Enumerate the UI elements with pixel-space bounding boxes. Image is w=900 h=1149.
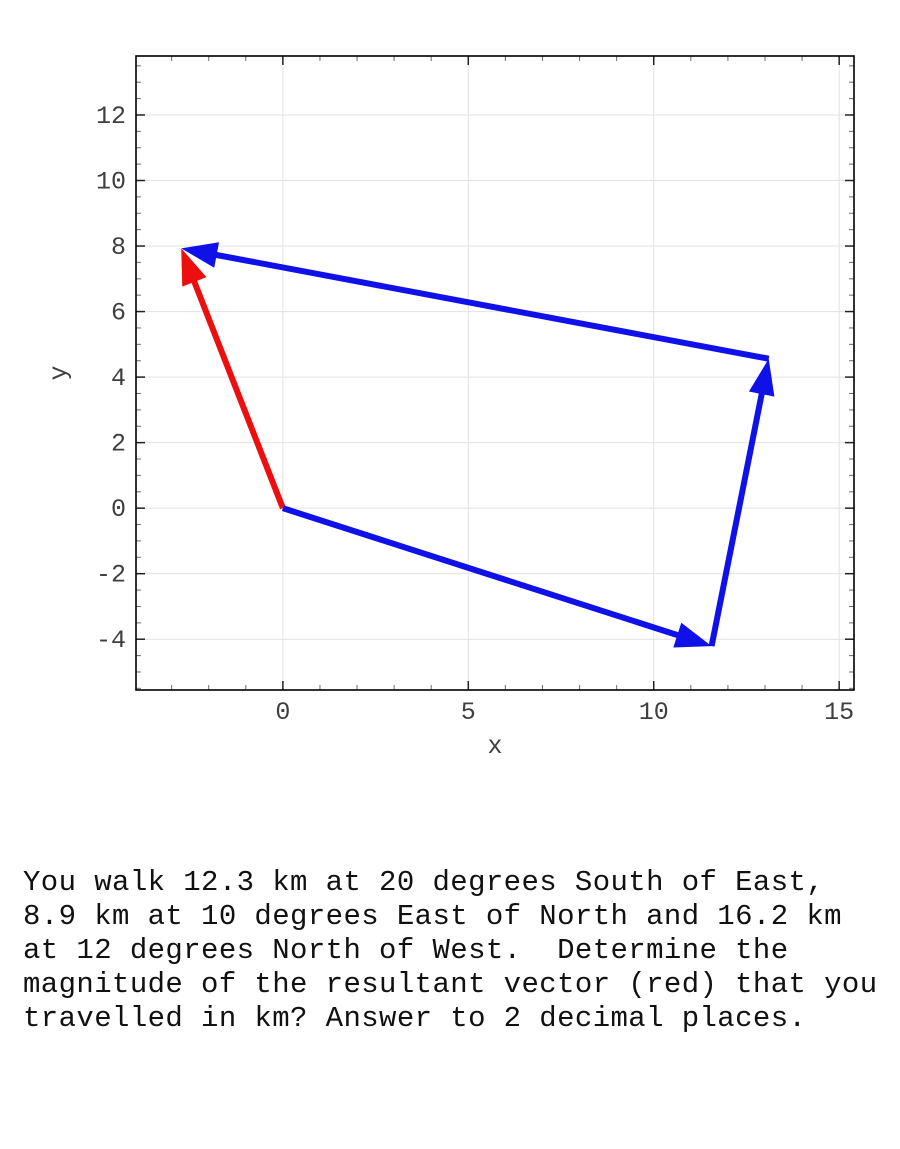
grid-layer (136, 56, 854, 690)
leg-3-vector-shaft (206, 250, 770, 362)
resultant-vector (181, 248, 286, 510)
y-tick-label: -2 (96, 561, 126, 590)
leg-1-vector-shaft (281, 505, 688, 642)
resultant-vector-shaft (187, 271, 286, 510)
question-line: magnitude of the resultant vector (red) … (23, 968, 878, 1001)
tick-layer (136, 56, 854, 690)
y-tick-label: 4 (111, 364, 126, 393)
y-tick-label: 8 (111, 233, 126, 262)
x-tick-label: 5 (461, 698, 476, 727)
x-tick-label: 10 (639, 698, 669, 727)
leg-2-vector-shaft (708, 383, 767, 647)
y-tick-label: 10 (96, 168, 126, 197)
y-axis-label: y (45, 365, 74, 380)
resultant-vector-arrowhead-icon (181, 248, 207, 287)
x-axis-label: x (487, 732, 502, 761)
vector-plot: 0 5 10 15 -4 -2 0 2 4 6 8 10 12 x y (45, 55, 855, 761)
plot-frame (135, 55, 855, 691)
question-text: You walk 12.3 km at 20 degrees South of … (23, 866, 893, 1036)
leg-3-vector-arrowhead-icon (181, 242, 220, 268)
x-tick-label: 0 (275, 698, 290, 727)
question-line: travelled in km? Answer to 2 decimal pla… (23, 1002, 807, 1035)
leg-1-vector-arrowhead-icon (673, 622, 712, 648)
y-tick-label: 6 (111, 299, 126, 328)
tick-labels-layer: 0 5 10 15 -4 -2 0 2 4 6 8 10 12 (96, 102, 854, 727)
y-tick-label: -4 (96, 626, 126, 655)
vectors-layer (181, 242, 775, 648)
question-line: You walk 12.3 km at 20 degrees South of … (23, 866, 825, 899)
question-line: 8.9 km at 10 degrees East of North and 1… (23, 900, 842, 933)
y-tick-label: 0 (111, 495, 126, 524)
y-tick-label: 2 (111, 430, 126, 459)
x-tick-label: 15 (824, 698, 854, 727)
vector-plot-figure: 0 5 10 15 -4 -2 0 2 4 6 8 10 12 x y (45, 55, 855, 761)
leg-1-vector (281, 505, 712, 648)
leg-2-vector-arrowhead-icon (748, 358, 775, 397)
leg-2-vector (708, 358, 775, 647)
leg-3-vector (181, 242, 770, 362)
question-line: at 12 degrees North of West. Determine t… (23, 934, 789, 967)
y-tick-label: 12 (96, 102, 126, 131)
